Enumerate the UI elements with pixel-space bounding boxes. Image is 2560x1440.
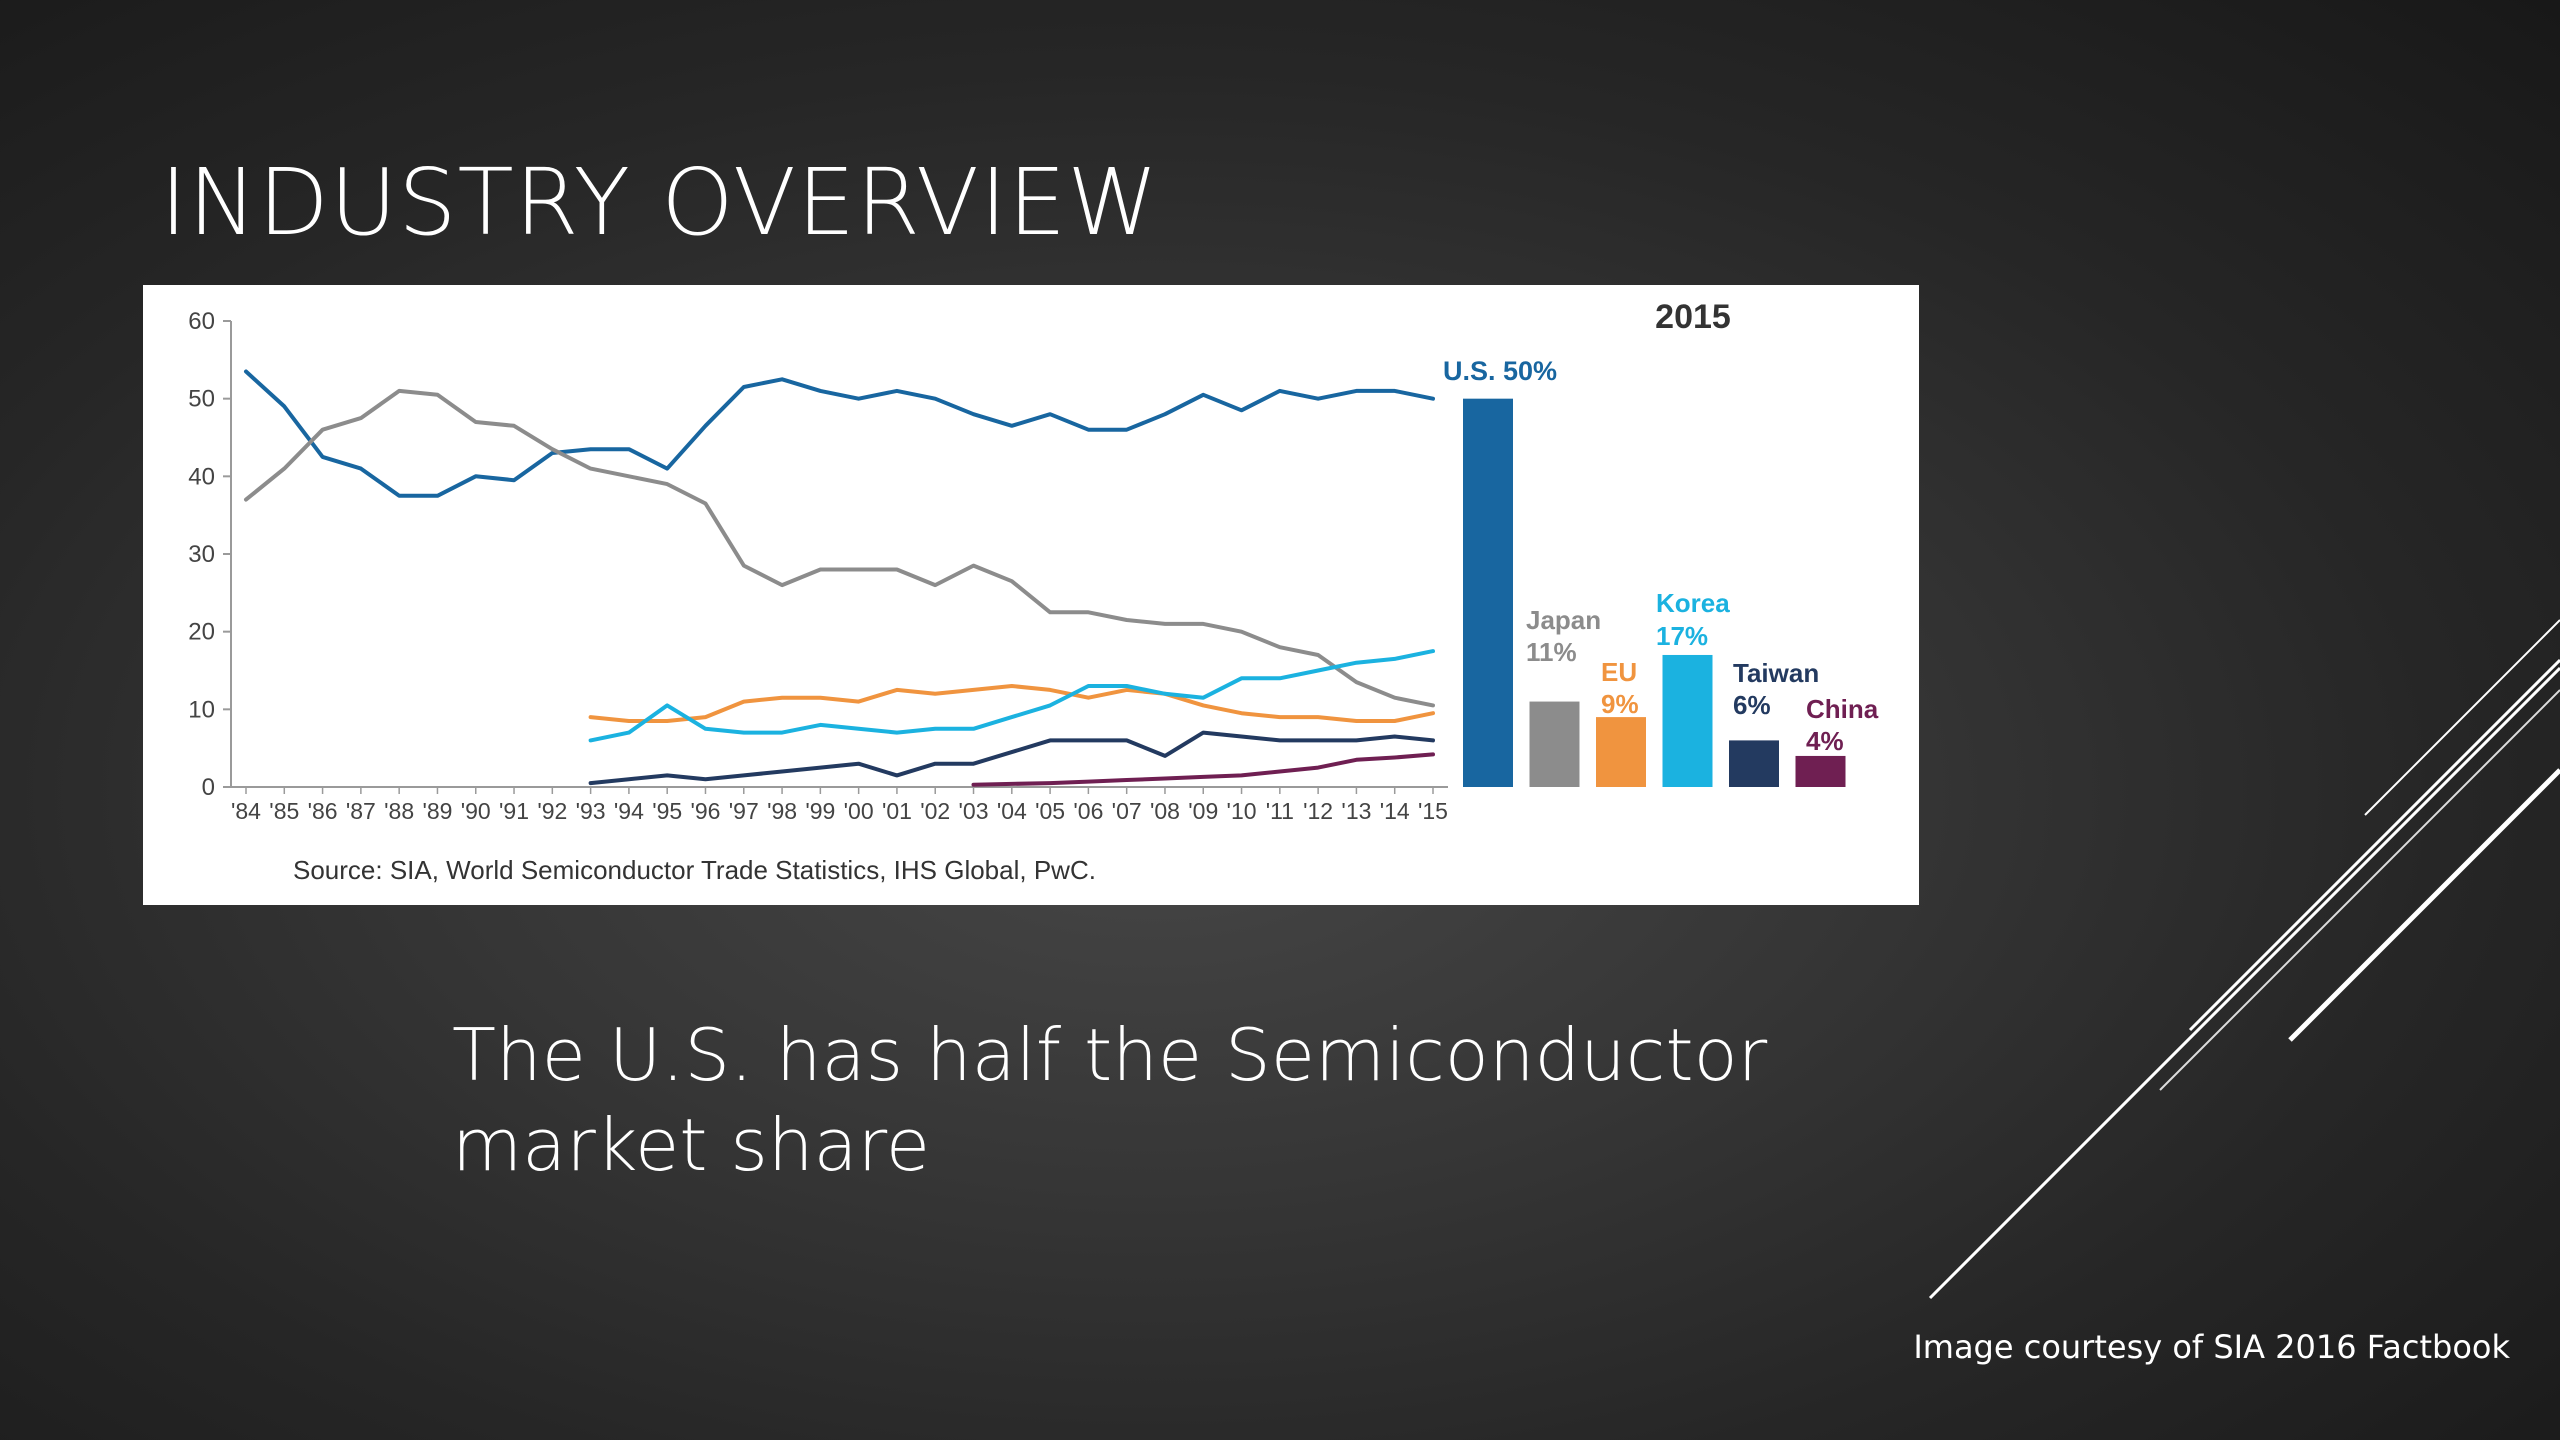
x-tick-label: '90	[461, 798, 491, 824]
x-tick-label: '04	[997, 798, 1027, 824]
series-line-eu	[588, 684, 1435, 723]
x-tick-label: '89	[422, 798, 452, 824]
chart-image: 0 10 20 30 40 50 60 '84 '85 '86 '87 '88 '89 '90 '91 '92…	[143, 285, 1919, 905]
y-tick-label: 10	[188, 696, 215, 723]
bar-us	[1463, 398, 1513, 787]
x-tick-label: '02	[920, 798, 950, 824]
x-tick-label: '97	[729, 798, 759, 824]
bar-category-japan: Japan	[1526, 605, 1601, 635]
series-line-us	[244, 369, 1435, 498]
bar-label-eu: 9%	[1601, 689, 1639, 719]
y-tick-label: 0	[202, 774, 215, 801]
series-line-taiwan	[588, 730, 1435, 786]
series-line-japan	[244, 388, 1435, 708]
x-tick-label: '92	[537, 798, 567, 824]
bar-category-taiwan: Taiwan	[1733, 658, 1819, 688]
x-tick-label: '86	[308, 798, 338, 824]
bar-japan	[1529, 701, 1580, 787]
x-tick-label: '88	[384, 798, 414, 824]
slide-title: INDUSTRY OVERVIEW	[160, 149, 1160, 256]
subtitle-line-2: market share	[452, 1103, 930, 1187]
slide-subtitle: The U.S. has half the Semiconductor mark…	[452, 1010, 1852, 1190]
y-tick-label: 20	[188, 619, 215, 646]
deco-line-4	[2288, 768, 2560, 1042]
bar-label-korea: 17%	[1656, 621, 1708, 651]
x-tick-label: '07	[1112, 798, 1142, 824]
deco-line-5	[2364, 619, 2560, 816]
x-tick-label: '87	[346, 798, 376, 824]
x-tick-label: '14	[1380, 798, 1410, 824]
x-tick-label: '00	[844, 798, 874, 824]
bar-eu	[1596, 717, 1646, 787]
bar-taiwan	[1729, 740, 1779, 787]
y-tick-label: 60	[188, 308, 215, 335]
series-line-china	[971, 752, 1435, 787]
x-tick-label: '95	[652, 798, 682, 824]
x-tick-label: '13	[1341, 798, 1371, 824]
bar-korea	[1662, 654, 1713, 787]
chart-svg: 0 10 20 30 40 50 60 '84 '85 '86 '87 '88 '89 '90 '91 '92…	[188, 298, 1879, 885]
bar-category-china: China	[1806, 694, 1879, 724]
x-tick-label: '09	[1188, 798, 1218, 824]
x-tick-label: '96	[690, 798, 720, 824]
x-tick-label: '94	[614, 798, 644, 824]
bar-chart-title: 2015	[1655, 298, 1731, 336]
x-tick-label: '05	[1035, 798, 1065, 824]
y-tick-label: 40	[188, 463, 215, 490]
x-tick-label: '99	[805, 798, 835, 824]
x-tick-label: '85	[269, 798, 299, 824]
x-tick-label: '84	[231, 798, 261, 824]
bar-label-china: 4%	[1806, 726, 1844, 756]
y-tick-label: 30	[188, 541, 215, 568]
x-tick-label: '03	[959, 798, 989, 824]
subtitle-line-1: The U.S. has half the Semiconductor	[452, 1013, 1768, 1097]
x-tick-label: '12	[1303, 798, 1333, 824]
bar-category-eu: EU	[1601, 657, 1637, 687]
x-tick-label: '15	[1418, 798, 1448, 824]
series-line-korea	[588, 649, 1435, 743]
deco-line-1	[1928, 666, 2560, 1300]
bar-label-us: U.S. 50%	[1443, 356, 1557, 386]
x-tick-label: '01	[882, 798, 912, 824]
x-tick-label: '98	[767, 798, 797, 824]
x-tick-label: '93	[576, 798, 606, 824]
x-tick-label: '11	[1266, 798, 1294, 824]
x-tick-label: '91	[499, 798, 529, 824]
x-tick-label: '08	[1150, 798, 1180, 824]
deco-line-3	[2188, 658, 2560, 1032]
deco-line-2	[2159, 689, 2560, 1091]
bar-label-taiwan: 6%	[1733, 690, 1771, 720]
chart-source: Source: SIA, World Semiconductor Trade S…	[293, 855, 1096, 885]
image-credit: Image courtesy of SIA 2016 Factbook	[1913, 1328, 2510, 1366]
bar-label-japan: 11%	[1526, 637, 1577, 667]
bar-category-korea: Korea	[1656, 588, 1730, 618]
bar-china	[1795, 755, 1846, 787]
x-tick-label: '06	[1073, 798, 1103, 824]
y-tick-label: 50	[188, 386, 215, 413]
x-tick-label: '10	[1227, 798, 1257, 824]
